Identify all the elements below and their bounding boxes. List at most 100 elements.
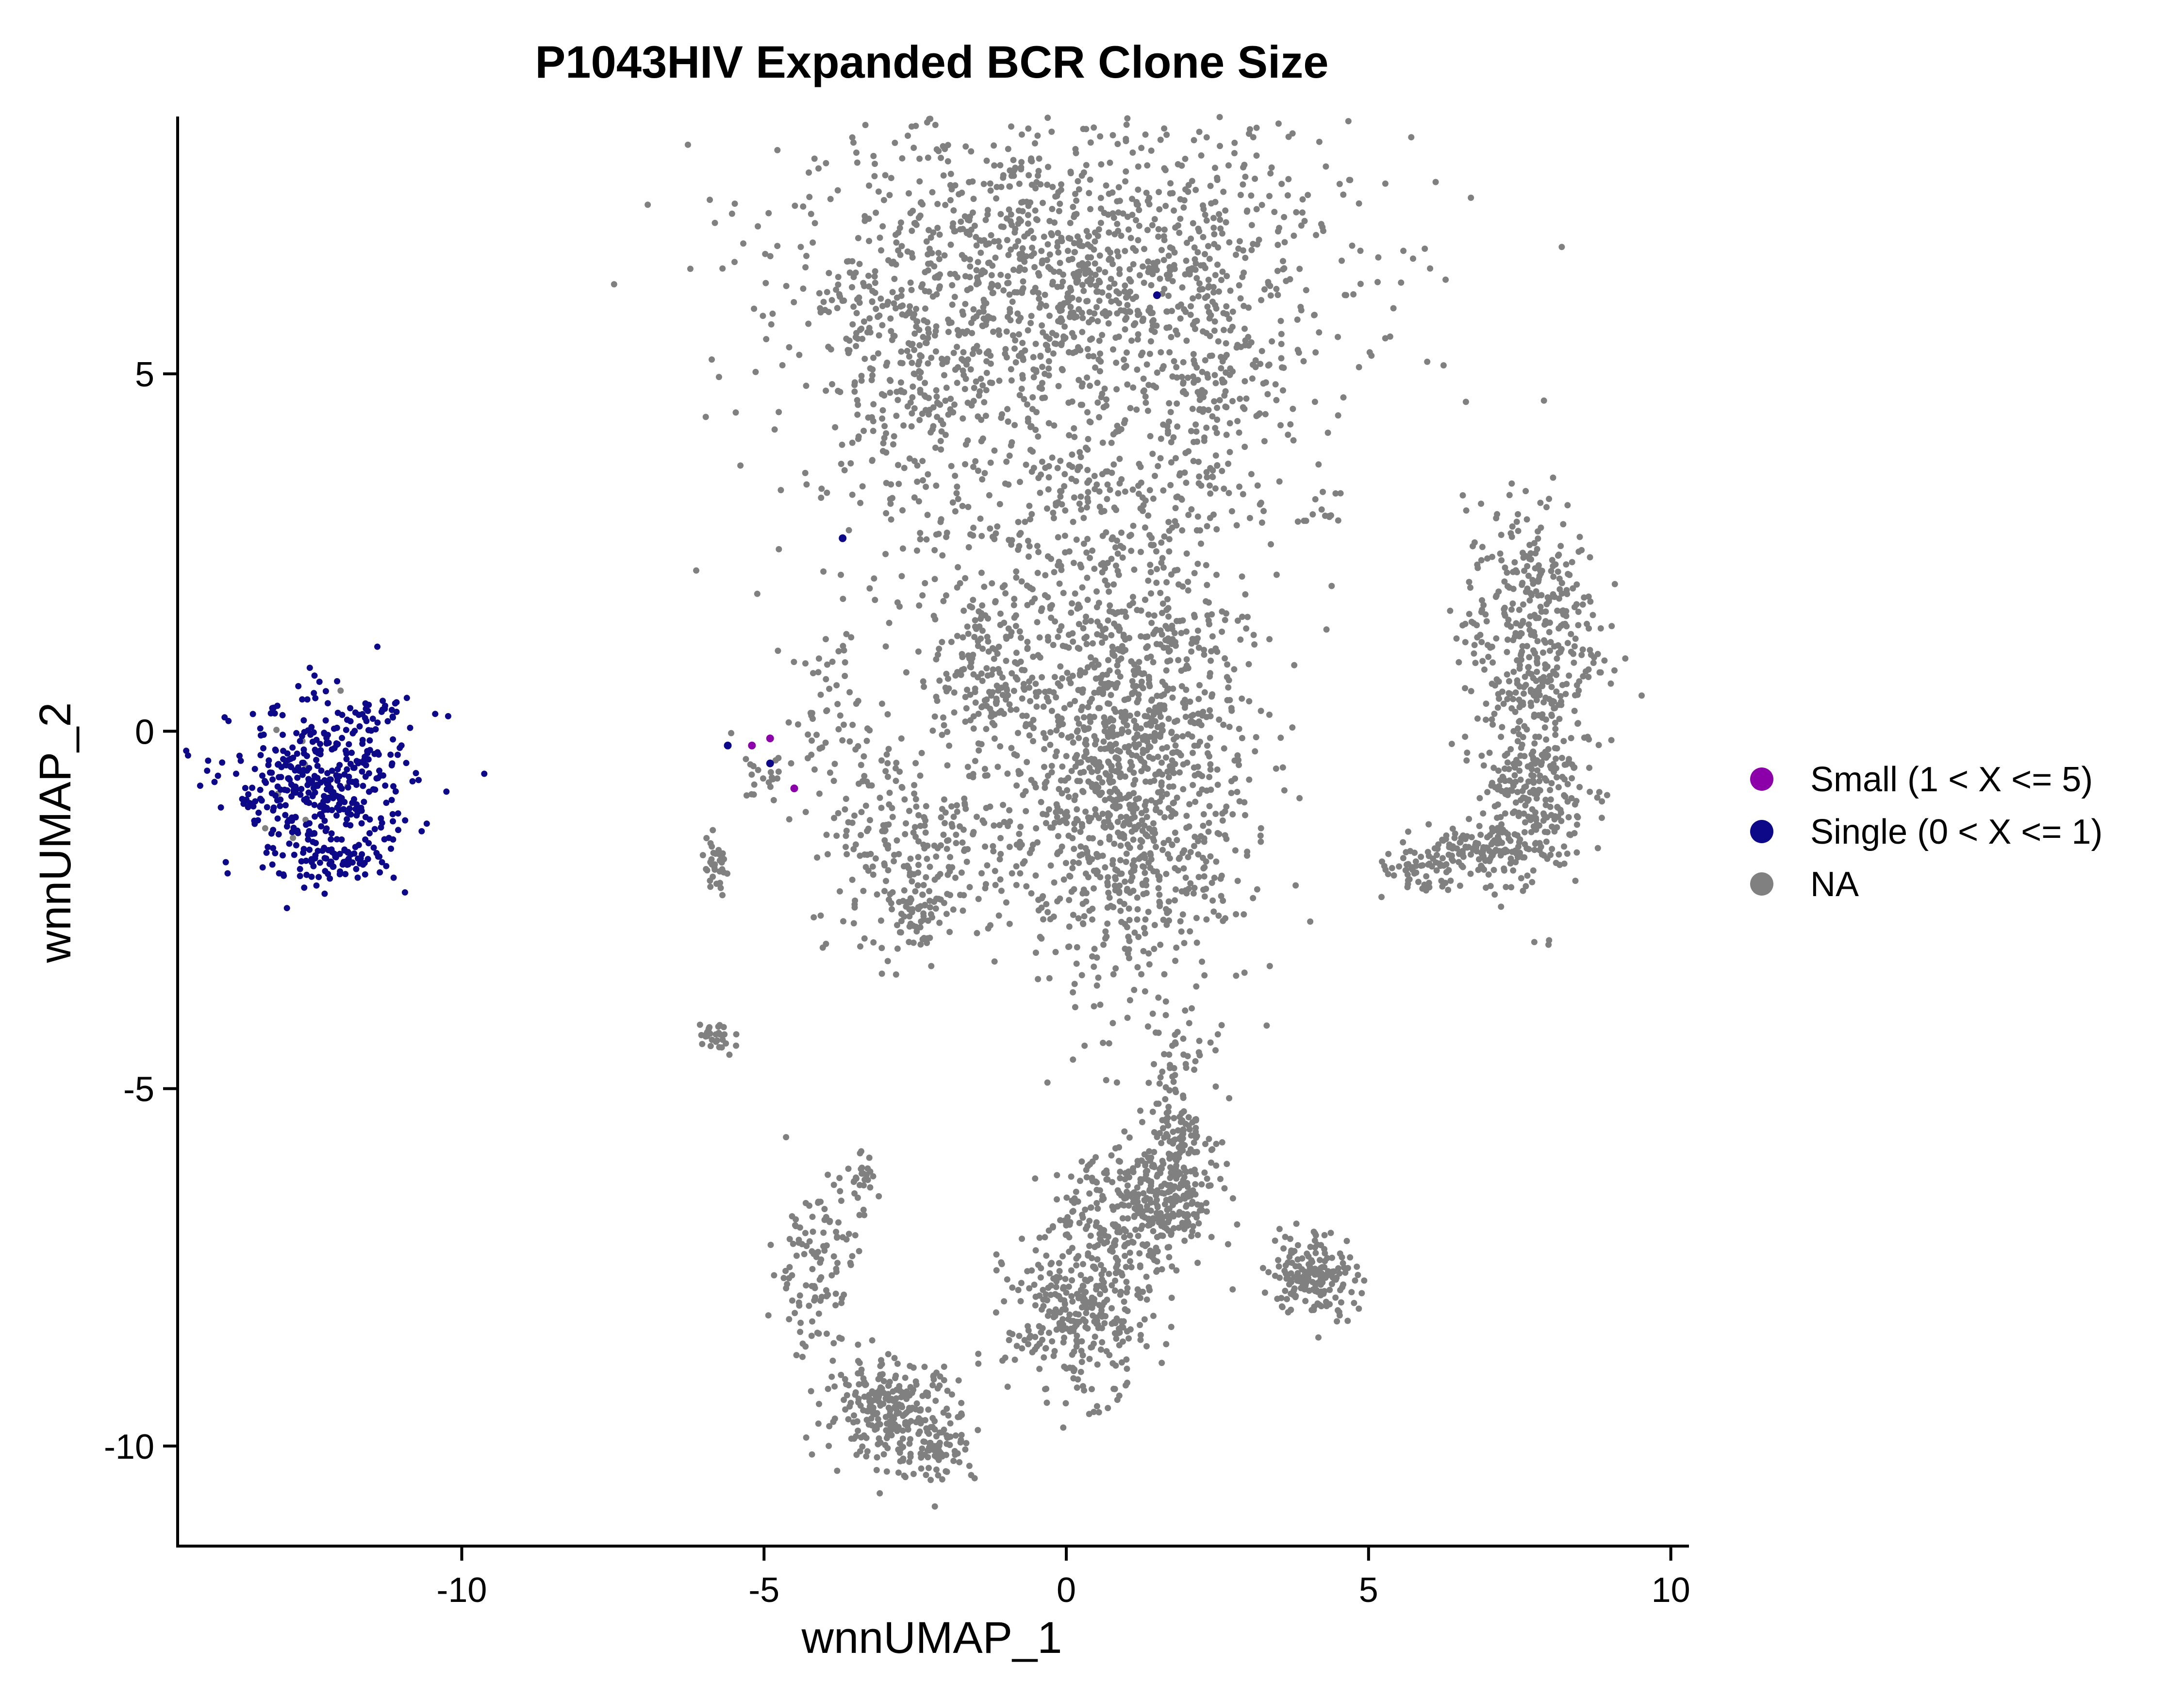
point <box>791 659 797 666</box>
point <box>1419 862 1426 869</box>
point <box>1123 859 1129 865</box>
point <box>1130 296 1136 302</box>
point <box>957 580 963 586</box>
point <box>1548 713 1555 719</box>
point <box>946 320 953 326</box>
point <box>1077 843 1084 850</box>
point <box>1077 242 1084 249</box>
point <box>1447 877 1454 884</box>
point <box>1066 943 1073 950</box>
point <box>1245 304 1252 311</box>
point <box>1125 946 1132 953</box>
point <box>1546 629 1553 635</box>
point <box>1114 788 1121 795</box>
point <box>1109 1020 1116 1027</box>
point <box>939 552 946 559</box>
point <box>996 822 1003 829</box>
point <box>1427 265 1434 272</box>
point <box>992 254 999 261</box>
point <box>1141 1151 1148 1158</box>
point <box>1339 257 1345 264</box>
point <box>1067 701 1074 708</box>
point <box>1160 1160 1167 1167</box>
point <box>1028 890 1035 897</box>
point <box>836 888 843 895</box>
point <box>1201 689 1208 696</box>
point <box>1194 742 1201 749</box>
point <box>914 547 920 554</box>
point <box>1110 215 1117 221</box>
point <box>1049 281 1056 288</box>
point <box>968 148 975 155</box>
point <box>1103 396 1109 403</box>
point <box>791 299 797 305</box>
point <box>1171 630 1178 636</box>
point <box>1157 900 1163 906</box>
point <box>1183 628 1190 635</box>
point <box>1471 650 1477 657</box>
point <box>959 329 966 335</box>
point <box>1531 939 1538 946</box>
point <box>1084 850 1091 857</box>
point <box>1164 658 1171 665</box>
point <box>958 671 964 678</box>
point <box>1489 553 1495 560</box>
point <box>1045 365 1052 372</box>
point <box>1125 696 1132 702</box>
point <box>1096 774 1103 781</box>
point <box>1148 619 1155 626</box>
point <box>703 835 710 841</box>
point <box>1114 747 1121 754</box>
point <box>847 460 854 466</box>
point <box>1510 585 1517 592</box>
point <box>933 393 940 400</box>
point <box>1007 309 1013 316</box>
point <box>1196 790 1203 797</box>
point <box>1011 422 1018 429</box>
point <box>1125 905 1132 912</box>
point <box>1060 333 1067 340</box>
point <box>823 708 830 715</box>
point <box>961 254 968 261</box>
point <box>1203 598 1209 605</box>
point <box>1049 206 1056 212</box>
point <box>965 544 972 550</box>
point <box>888 328 894 334</box>
point <box>998 708 1005 715</box>
point <box>810 239 816 246</box>
point <box>935 531 942 537</box>
point <box>972 699 979 706</box>
point <box>993 683 1000 689</box>
point <box>1516 683 1523 690</box>
point <box>1086 309 1093 316</box>
point <box>1046 313 1053 319</box>
point <box>1094 631 1101 638</box>
point <box>1088 617 1094 624</box>
point <box>1266 711 1273 718</box>
point <box>981 470 988 477</box>
point <box>1506 678 1512 684</box>
point <box>1107 486 1113 493</box>
point <box>1142 930 1148 937</box>
point <box>1207 734 1213 741</box>
point <box>1195 1220 1202 1227</box>
point <box>1572 692 1578 699</box>
point <box>1100 560 1107 566</box>
point <box>1191 636 1198 643</box>
point <box>1152 771 1159 778</box>
point <box>1092 238 1098 245</box>
point <box>915 498 922 505</box>
point <box>983 805 990 811</box>
point <box>991 238 998 245</box>
point <box>1176 769 1183 776</box>
point <box>1572 635 1579 642</box>
point <box>911 405 918 412</box>
point <box>1285 432 1291 438</box>
point <box>1127 889 1133 896</box>
point <box>917 772 924 779</box>
point <box>1040 200 1046 206</box>
point <box>927 864 933 870</box>
point <box>1214 174 1221 181</box>
point <box>1155 1100 1162 1107</box>
point <box>1042 341 1049 348</box>
